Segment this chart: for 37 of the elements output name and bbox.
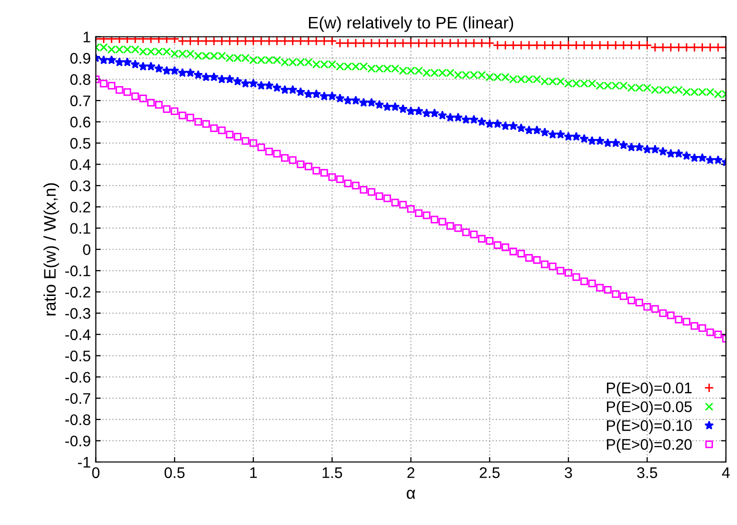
legend-label: P(E>0)=0.01 [606, 382, 692, 396]
chart-title: E(w) relatively to PE (linear) [308, 16, 514, 32]
y-tick-label: -0.8 [65, 414, 90, 426]
x-tick-label: 2.5 [480, 467, 500, 478]
legend-label: P(E>0)=0.20 [606, 438, 692, 453]
legend-label: P(E>0)=0.05 [606, 400, 692, 416]
y-tick-label: 0.8 [70, 74, 90, 85]
x-axis-title: α [406, 490, 416, 499]
y-tick-label: -0.2 [65, 286, 90, 298]
y-tick-label: 0.9 [70, 52, 90, 64]
y-tick-label: -0.4 [65, 329, 91, 340]
x-tick-label: 1.5 [322, 467, 342, 478]
y-tick-label: 0.2 [70, 202, 90, 213]
y-tick-label: 0.3 [70, 180, 90, 192]
x-tick-label: 0 [92, 467, 100, 478]
x-tick-label: 3.5 [637, 467, 658, 478]
x-tick-label: 3 [564, 467, 572, 478]
legend-label: P(E>0)=0.10 [606, 420, 692, 434]
y-tick-label: -0.5 [65, 350, 90, 362]
y-tick-label: 0.6 [70, 116, 90, 128]
y-tick-label: 0.5 [70, 138, 90, 149]
y-tick-label: -0.1 [65, 266, 90, 276]
y-tick-label: -0.9 [65, 436, 90, 446]
y-axis-title: ratio E(w) / W(x,n) [44, 183, 60, 316]
x-tick-label: 4 [722, 467, 730, 478]
y-tick-label: 0.7 [70, 95, 90, 106]
y-tick-label: 0.4 [70, 159, 91, 170]
y-tick-label: -0.7 [65, 393, 90, 404]
y-tick-label: 1 [84, 32, 90, 42]
x-tick-label: 2 [407, 467, 414, 478]
x-tick-label: 1 [250, 467, 257, 478]
y-tick-label: 0 [83, 244, 90, 256]
y-tick-label: -0.6 [65, 372, 90, 383]
x-tick-label: 0.5 [164, 467, 185, 478]
y-tick-label: -1 [78, 457, 90, 468]
y-tick-label: -0.3 [65, 308, 90, 319]
y-tick-label: 0.1 [70, 222, 90, 234]
